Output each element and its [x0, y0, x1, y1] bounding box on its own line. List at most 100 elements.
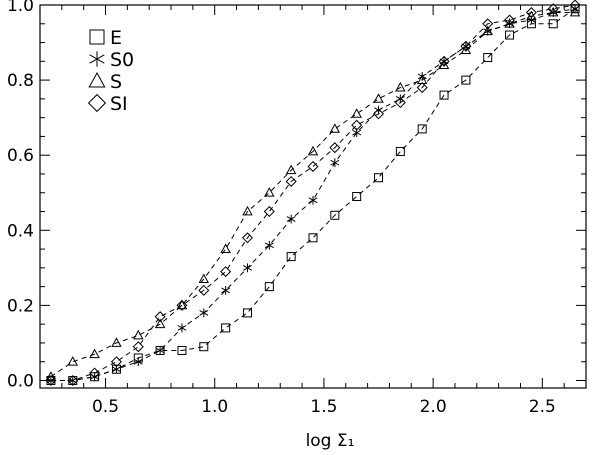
plot-frame — [39, 4, 587, 389]
data-point — [373, 93, 384, 103]
legend-label: SI — [110, 93, 128, 115]
data-point — [351, 119, 363, 131]
x-tick-label: 2.0 — [420, 397, 447, 417]
x-tick-label: 1.0 — [201, 397, 228, 417]
data-point — [547, 3, 559, 15]
data-point — [374, 105, 383, 115]
data-point — [198, 273, 210, 284]
legend-marker-e — [89, 29, 105, 45]
data-point — [133, 329, 144, 340]
y-tick-label: 0.6 — [7, 146, 34, 166]
data-point — [264, 187, 275, 197]
data-point — [439, 90, 449, 100]
data-point — [89, 367, 101, 379]
data-point — [67, 374, 79, 386]
data-point — [482, 25, 493, 36]
data-point — [307, 160, 319, 172]
data-point — [90, 372, 100, 382]
data-point — [243, 263, 252, 273]
data-point — [220, 243, 231, 253]
data-point — [154, 318, 166, 329]
data-point — [460, 40, 472, 52]
data-point — [242, 205, 253, 216]
data-point — [548, 19, 558, 29]
data-point — [307, 145, 319, 156]
data-point — [330, 210, 340, 220]
data-point — [176, 299, 188, 310]
data-point — [286, 214, 296, 224]
legend-label: S — [110, 71, 122, 93]
data-point — [504, 14, 516, 26]
data-point — [154, 311, 166, 323]
data-point — [569, 0, 581, 11]
data-point — [330, 158, 340, 168]
legend-label: S0 — [110, 49, 134, 71]
data-point — [198, 284, 210, 296]
data-point — [417, 124, 427, 134]
data-point — [285, 175, 297, 187]
legend-label: E — [110, 27, 122, 49]
data-point — [264, 282, 274, 292]
data-point — [483, 53, 493, 63]
y-tick-label: 0.0 — [7, 371, 34, 391]
y-tick-label: 0.4 — [7, 221, 34, 241]
data-point — [241, 232, 253, 244]
data-point — [374, 173, 384, 183]
data-point — [199, 308, 209, 318]
data-point — [177, 345, 187, 355]
data-point — [89, 348, 100, 359]
series-line — [50, 12, 576, 378]
series-line — [50, 4, 576, 381]
data-point — [482, 18, 494, 30]
axes-layer: 0.5 1.0 1.5 2.0 2.5 0.0 0.2 0.4 0.6 0.8 1.0 — [7, 0, 586, 417]
y-tick-label: 0.2 — [7, 296, 34, 316]
data-point — [329, 123, 341, 133]
data-point — [177, 323, 187, 333]
data-point — [111, 337, 122, 347]
legend-marker-si — [87, 93, 107, 113]
data-point — [394, 97, 406, 109]
data-point — [155, 346, 165, 355]
series-si — [45, 0, 581, 386]
data-point — [308, 195, 318, 205]
data-point — [329, 142, 341, 154]
data-point — [286, 252, 296, 262]
x-tick-label: 2.5 — [529, 397, 556, 417]
data-point — [505, 30, 515, 40]
data-point — [264, 240, 274, 250]
x-tick-label: 1.5 — [310, 397, 337, 417]
data-point — [220, 266, 232, 278]
data-point — [569, 6, 581, 17]
data-point — [176, 299, 188, 311]
data-point — [461, 75, 471, 85]
data-point — [221, 323, 231, 333]
data-point — [263, 206, 275, 218]
data-point — [308, 233, 318, 243]
data-point — [110, 356, 122, 368]
data-point — [352, 192, 362, 201]
data-point — [395, 146, 405, 156]
series-layer — [45, 0, 581, 386]
data-point — [67, 356, 79, 366]
x-axis-label: log Σ₁ — [306, 431, 355, 451]
y-tick-label: 0.8 — [7, 71, 34, 91]
data-point — [45, 374, 57, 386]
data-point — [285, 164, 297, 175]
data-point — [395, 81, 406, 92]
data-point — [199, 342, 209, 352]
data-point — [438, 55, 450, 67]
data-point — [525, 7, 537, 19]
legend-marker-s — [88, 71, 106, 88]
legend-marker-s0 — [89, 51, 105, 67]
data-point — [351, 108, 362, 118]
data-point — [133, 357, 143, 367]
data-point — [221, 285, 231, 295]
data-point — [242, 308, 252, 318]
data-point — [373, 108, 385, 120]
x-tick-label: 0.5 — [92, 397, 119, 417]
data-point — [132, 341, 144, 353]
data-point — [416, 82, 428, 94]
